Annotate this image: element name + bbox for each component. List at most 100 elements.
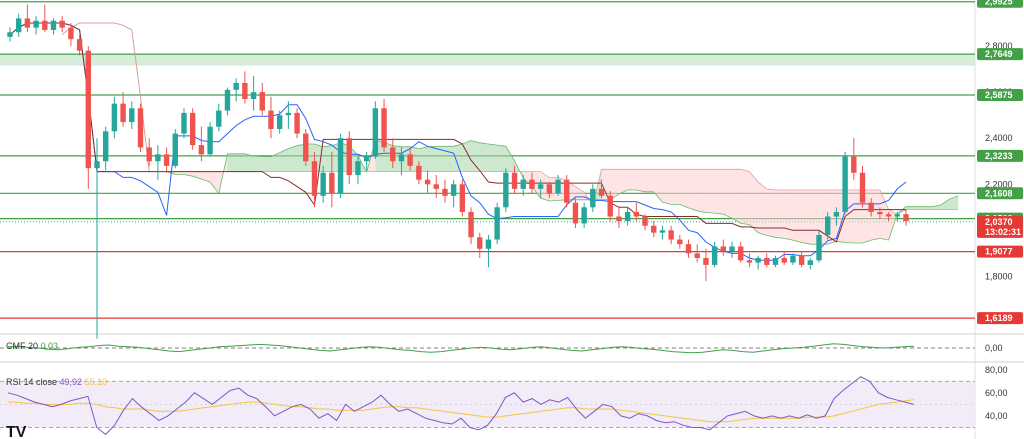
level-label-text: 2,3233	[985, 151, 1013, 161]
level-label-text: 1,6189	[985, 313, 1013, 323]
candle	[468, 207, 474, 245]
level-label-0: 2,9925	[977, 0, 1023, 8]
candle-body	[885, 214, 892, 217]
ichimoku-cloud	[61, 22, 959, 245]
level-label-box	[977, 89, 1023, 102]
cloud-segment	[488, 143, 498, 172]
rsi-label-name: RSI 14 close	[6, 377, 60, 387]
candle-body	[259, 92, 265, 111]
level-label-7: 1,6189	[977, 312, 1023, 325]
candle	[859, 165, 866, 208]
candle-body	[303, 133, 309, 162]
current-price-box	[977, 215, 1023, 238]
candle-body	[781, 257, 787, 263]
candle-body	[755, 257, 761, 263]
candle	[755, 255, 761, 270]
candle-body	[42, 20, 48, 30]
candle-body	[590, 188, 596, 208]
cloud-segment	[575, 186, 585, 200]
candle-body	[477, 237, 483, 249]
candle-body	[668, 230, 674, 240]
candle-body	[633, 211, 640, 217]
candle	[807, 257, 814, 270]
candle-body	[372, 108, 379, 157]
candle-body	[833, 211, 840, 217]
candle-body	[155, 154, 161, 162]
candle	[642, 214, 648, 231]
span-a-line	[61, 22, 959, 245]
cloud-segment	[740, 169, 750, 225]
candle	[572, 198, 579, 229]
cloud-segment	[766, 188, 776, 238]
candle-body	[111, 103, 118, 132]
candle-body	[807, 260, 814, 265]
candle	[355, 156, 361, 185]
cloud-segment	[444, 146, 454, 172]
candle-body	[903, 214, 909, 222]
candle	[120, 92, 126, 127]
cloud-segment	[671, 169, 680, 205]
candle	[746, 253, 753, 268]
candle-body	[311, 161, 318, 196]
candle-body	[511, 172, 518, 189]
candle-body	[433, 184, 439, 189]
candle-body	[242, 82, 248, 100]
candle	[68, 23, 74, 47]
candle-body	[198, 145, 205, 155]
candle	[798, 251, 805, 268]
cloud-segment	[183, 171, 193, 177]
candle-body	[7, 32, 13, 37]
current-price-value: 2,0370	[985, 217, 1013, 227]
cloud-segment	[732, 169, 741, 224]
candle	[459, 179, 466, 217]
cloud-segment	[775, 190, 785, 239]
candle-body	[503, 172, 509, 208]
cloud-segment	[697, 169, 706, 213]
candle	[424, 170, 431, 194]
candle-body	[624, 211, 631, 222]
candle	[94, 138, 100, 339]
candle	[851, 138, 857, 180]
candle-body	[877, 211, 883, 215]
candle-body	[407, 154, 413, 166]
tradingview-logo: TV	[6, 424, 27, 439]
candle	[764, 253, 770, 268]
price-tick-label-3: 2,4000	[985, 133, 1013, 143]
candle	[137, 103, 144, 153]
candle-body	[642, 216, 648, 226]
cloud-segment	[705, 169, 715, 214]
candle	[16, 13, 22, 37]
cloud-segment	[418, 146, 428, 172]
candle-body	[355, 161, 361, 176]
candle-body	[651, 225, 657, 233]
level-label-box	[977, 48, 1023, 61]
rsi-line	[7, 376, 915, 436]
cloud-segment	[427, 146, 437, 172]
candle-body	[607, 195, 613, 217]
cloud-segment	[227, 153, 237, 172]
candle-body	[572, 202, 579, 224]
candle	[155, 145, 161, 180]
candle-body	[381, 108, 387, 148]
cloud-segment	[236, 153, 245, 172]
candle-body	[216, 110, 222, 127]
candle-body	[329, 172, 335, 194]
candle-body	[764, 257, 770, 265]
cloud-segment	[323, 145, 332, 172]
cloud-segment	[192, 171, 202, 180]
candle	[329, 152, 335, 208]
support-resistance-levels	[0, 1, 975, 319]
candle	[477, 232, 483, 258]
candle	[529, 172, 535, 194]
candle	[842, 152, 848, 215]
candle-body	[616, 216, 622, 222]
candle	[398, 147, 405, 176]
candle-body	[172, 133, 178, 166]
candle-body	[268, 110, 274, 129]
cmf-axis-label: 0,00	[985, 343, 1003, 353]
candle-body	[529, 179, 535, 189]
candle	[503, 168, 509, 212]
candle-body	[720, 246, 727, 252]
cloud-segment	[218, 153, 228, 194]
